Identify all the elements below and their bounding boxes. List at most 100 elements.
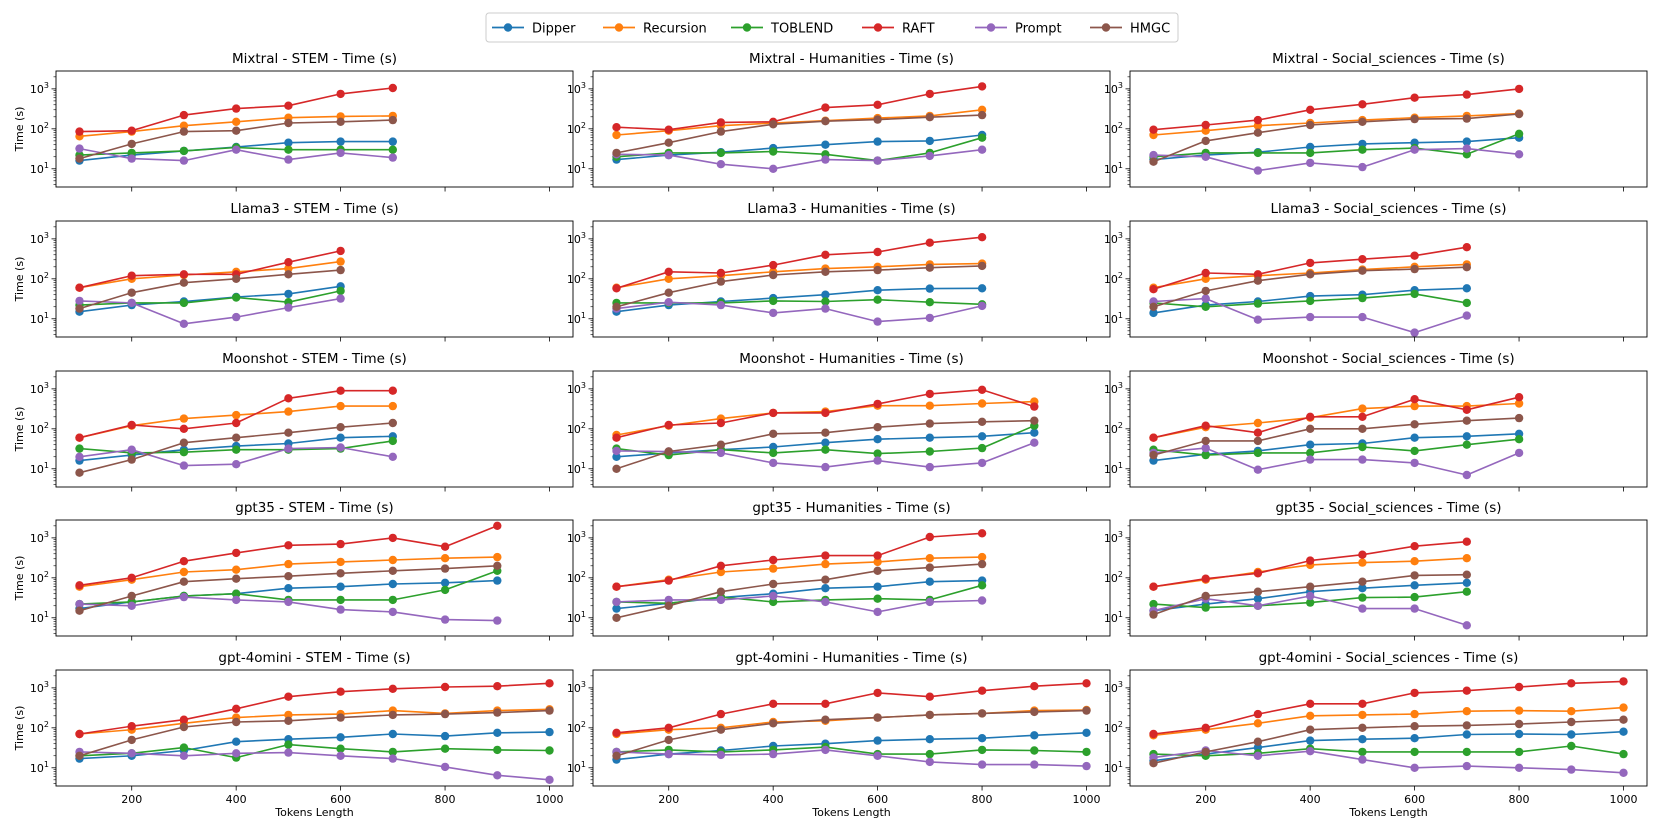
data-point bbox=[821, 117, 830, 126]
legend-marker bbox=[873, 23, 883, 32]
data-point bbox=[232, 737, 241, 746]
data-point bbox=[1462, 311, 1472, 320]
data-point bbox=[769, 429, 778, 438]
data-point bbox=[716, 277, 726, 286]
series-line bbox=[616, 85, 983, 131]
data-point bbox=[977, 734, 987, 743]
series-prompt bbox=[75, 144, 397, 165]
series-hmgc bbox=[1149, 715, 1628, 768]
data-point bbox=[1462, 747, 1472, 757]
data-point bbox=[1306, 312, 1315, 322]
series-prompt bbox=[612, 438, 1039, 472]
series-line bbox=[616, 236, 983, 290]
series-line bbox=[1153, 706, 1624, 737]
subplot-title: gpt-4omini - Humanities - Time (s) bbox=[736, 650, 968, 666]
data-point bbox=[769, 120, 778, 129]
legend-label: Dipper bbox=[532, 22, 576, 37]
x-tick-label: 1000 bbox=[536, 793, 564, 806]
data-point bbox=[1253, 737, 1263, 746]
legend-marker bbox=[503, 23, 513, 32]
legend: Dipper Recursion TOBLEND RAFT Prompt HMGC bbox=[485, 12, 1179, 43]
data-point bbox=[1567, 707, 1576, 716]
subplot-title: gpt-4omini - STEM - Time (s) bbox=[218, 650, 410, 666]
data-point bbox=[336, 246, 345, 256]
data-point bbox=[232, 126, 241, 135]
data-point bbox=[1201, 421, 1210, 430]
y-tick-exponent: 1 bbox=[44, 760, 49, 769]
data-point bbox=[612, 302, 621, 311]
data-point bbox=[179, 424, 189, 433]
data-point bbox=[925, 735, 934, 744]
data-point bbox=[232, 548, 241, 558]
data-point bbox=[873, 100, 882, 110]
data-point bbox=[821, 462, 830, 472]
x-tick-label: 200 bbox=[658, 793, 679, 806]
x-tick-label: 800 bbox=[1509, 793, 1530, 806]
data-point bbox=[232, 565, 241, 574]
data-point bbox=[873, 582, 882, 591]
series-raft bbox=[612, 529, 987, 591]
subplot-5-1: gpt-4omini - STEM - Time (s)101102103200… bbox=[13, 650, 574, 819]
data-point bbox=[388, 566, 397, 575]
data-point bbox=[612, 604, 621, 613]
y-axis-label: Time (s) bbox=[13, 257, 26, 303]
data-point bbox=[925, 757, 934, 767]
data-point bbox=[925, 136, 934, 146]
data-point bbox=[127, 591, 136, 601]
data-point bbox=[440, 585, 450, 595]
y-tick-exponent: 1 bbox=[44, 311, 49, 320]
data-point bbox=[1358, 735, 1367, 744]
data-point bbox=[284, 572, 293, 581]
data-point bbox=[925, 597, 934, 607]
data-point bbox=[1410, 93, 1419, 102]
data-point bbox=[612, 130, 621, 140]
data-point bbox=[388, 436, 397, 446]
data-point bbox=[336, 137, 345, 146]
series-prompt bbox=[75, 443, 397, 470]
subplot-title: Mixtral - Humanities - Time (s) bbox=[749, 51, 954, 67]
data-point bbox=[440, 554, 450, 563]
data-point bbox=[75, 581, 84, 590]
y-tick-exponent: 1 bbox=[1118, 161, 1123, 170]
data-point bbox=[493, 682, 502, 691]
data-point bbox=[75, 444, 84, 453]
data-point bbox=[821, 103, 830, 112]
data-point bbox=[716, 567, 726, 577]
data-point bbox=[336, 148, 345, 158]
legend-frame bbox=[485, 12, 1179, 43]
subplot-title: gpt35 - Humanities - Time (s) bbox=[752, 500, 950, 516]
series-line bbox=[616, 134, 983, 161]
y-axis-label: Time (s) bbox=[13, 407, 26, 453]
data-point bbox=[127, 288, 136, 297]
data-point bbox=[1462, 263, 1472, 272]
data-point bbox=[75, 468, 84, 477]
series-prompt bbox=[612, 298, 987, 326]
y-tick-exponent: 1 bbox=[1118, 461, 1123, 470]
data-point bbox=[127, 601, 136, 610]
data-point bbox=[1358, 404, 1367, 413]
data-point bbox=[873, 736, 882, 745]
data-point bbox=[1201, 302, 1210, 311]
data-point bbox=[925, 313, 934, 323]
data-point bbox=[821, 445, 830, 454]
data-point bbox=[873, 607, 882, 617]
data-point bbox=[925, 284, 934, 293]
axes-frame bbox=[592, 519, 1111, 637]
data-point bbox=[179, 592, 189, 602]
data-point bbox=[1462, 114, 1472, 123]
data-point bbox=[1410, 289, 1419, 299]
data-point bbox=[821, 559, 830, 569]
data-point bbox=[1253, 128, 1263, 137]
data-point bbox=[1030, 438, 1039, 447]
y-tick-exponent: 3 bbox=[1118, 530, 1123, 539]
data-point bbox=[284, 118, 293, 128]
data-point bbox=[977, 443, 987, 453]
series-line bbox=[1153, 447, 1520, 476]
y-tick-exponent: 3 bbox=[581, 81, 586, 90]
data-point bbox=[388, 83, 397, 93]
data-point bbox=[1462, 90, 1472, 99]
data-point bbox=[1358, 312, 1367, 322]
data-point bbox=[284, 155, 293, 164]
data-point bbox=[769, 260, 778, 270]
